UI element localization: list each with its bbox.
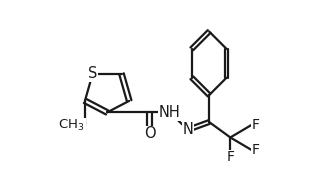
Text: F: F: [251, 118, 260, 132]
Text: O: O: [144, 126, 155, 141]
Text: NH: NH: [159, 105, 181, 120]
Text: CH$_3$: CH$_3$: [59, 118, 85, 133]
Text: F: F: [251, 143, 260, 157]
Text: F: F: [226, 150, 234, 164]
Text: N: N: [183, 122, 194, 137]
Text: S: S: [88, 66, 97, 81]
